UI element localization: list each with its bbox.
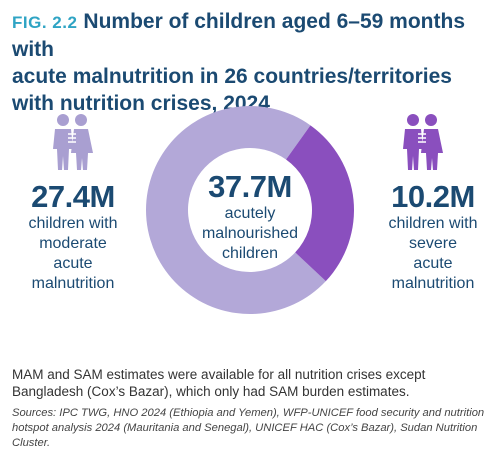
total-desc-line: acutely <box>224 205 276 222</box>
moderate-desc-line: children with <box>28 215 118 232</box>
severe-desc-line: children with <box>388 215 478 232</box>
sources-note: Sources: IPC TWG, HNO 2024 (Ethiopia and… <box>12 407 485 449</box>
total-value: 37.7M <box>208 169 292 204</box>
children-icon <box>403 114 443 170</box>
moderate-desc-line: malnutrition <box>31 275 115 292</box>
donut-chart <box>146 106 354 315</box>
severe-stat: 10.2M children with severe acute malnutr… <box>368 180 498 294</box>
severe-desc-line: acute <box>413 255 453 272</box>
severe-desc-line: severe <box>408 235 458 252</box>
total-desc-line: malnourished <box>201 225 299 242</box>
children-icon <box>53 114 93 170</box>
moderate-desc-line: acute <box>53 255 93 272</box>
severe-value: 10.2M <box>391 179 475 214</box>
moderate-stat: 27.4M children with moderate acute malnu… <box>8 180 138 294</box>
moderate-desc-line: moderate <box>39 235 107 252</box>
figure-title-line-2: acute malnutrition in 26 countries/terri… <box>12 65 452 88</box>
moderate-description: children with moderate acute malnutritio… <box>8 214 138 294</box>
total-stat: 37.7M acutely malnourished children <box>175 170 325 264</box>
figure-header: FIG. 2.2 Number of children aged 6–59 mon… <box>12 8 492 117</box>
moderate-slice <box>146 106 326 315</box>
figure-label: FIG. 2.2 <box>12 13 78 32</box>
figure-title-line-3: with nutrition crises, 2024 <box>12 92 270 115</box>
severe-desc-line: malnutrition <box>391 275 475 292</box>
estimate-note: MAM and SAM estimates were available for… <box>12 367 426 399</box>
total-description: acutely malnourished children <box>175 204 325 264</box>
total-desc-line: children <box>221 245 279 262</box>
moderate-value: 27.4M <box>31 179 115 214</box>
severe-slice <box>286 125 354 282</box>
figure-title-line-1: FIG. 2.2 Number of children aged 6–59 mon… <box>12 10 466 61</box>
severe-description: children with severe acute malnutrition <box>368 214 498 294</box>
